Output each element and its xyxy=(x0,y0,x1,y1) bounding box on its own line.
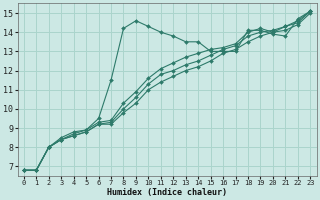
X-axis label: Humidex (Indice chaleur): Humidex (Indice chaleur) xyxy=(107,188,227,197)
